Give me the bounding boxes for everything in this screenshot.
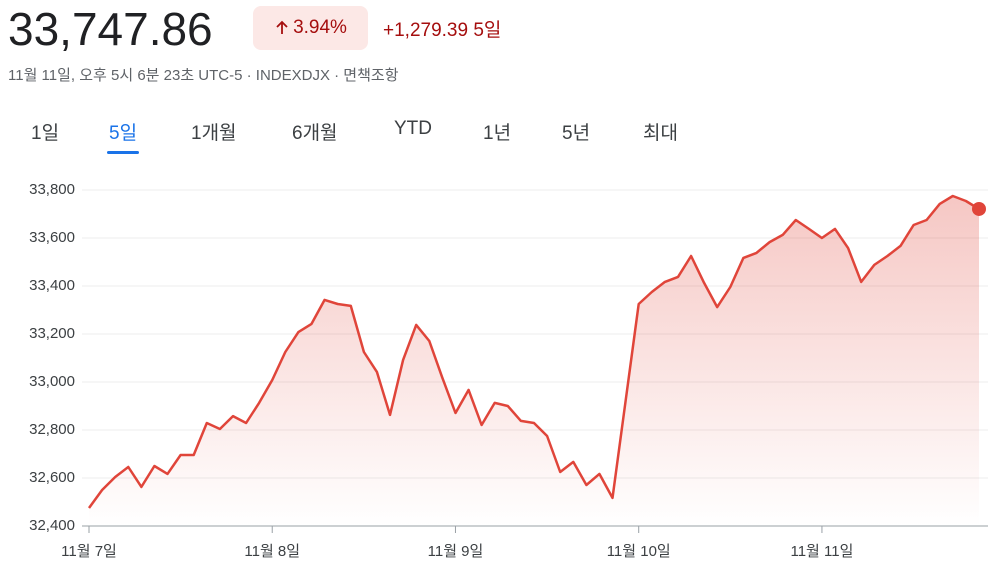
tab[interactable]: 5년: [562, 123, 591, 144]
change-percent-badge: 3.94%: [253, 6, 368, 50]
change-value: +1,279.39: [383, 20, 469, 41]
y-tick-label: 32,400: [29, 517, 75, 534]
last-point: [972, 201, 986, 216]
y-tick-label: 33,000: [29, 373, 75, 390]
x-tick-label: 11월 7일: [61, 543, 117, 560]
x-tick-label: 11월 10일: [607, 543, 671, 560]
y-tick-label: 33,600: [29, 229, 75, 246]
chart: 32,400 32,600 32,800 33,000 33,200 33,400 33,6…: [29, 181, 988, 560]
y-tick-label: 32,800: [29, 421, 75, 438]
tab[interactable]: YTD: [394, 118, 432, 139]
period: 5일: [473, 20, 502, 41]
up-arrow: [276, 20, 288, 34]
y-tick-label: 33,800: [29, 181, 75, 198]
change: +1,279.39 5일: [383, 15, 501, 42]
y-tick-label: 33,400: [29, 277, 75, 294]
y-tick-label: 33,200: [29, 325, 75, 342]
x-tick-label: 11월 8일: [244, 543, 300, 560]
line: [87, 194, 980, 509]
area: [89, 196, 979, 526]
x-tick-label: 11월 9일: [428, 543, 484, 560]
change-percent: 3.94%: [293, 17, 347, 38]
subtitle: 11월 11일, 오후 5시 6분 23초 UTC-5 · INDEXDJX ·…: [8, 67, 399, 84]
x-tick-label: 11월 11일: [790, 543, 853, 560]
tab[interactable]: 6개월: [292, 123, 338, 144]
tab[interactable]: 최대: [643, 123, 678, 144]
tab[interactable]: 1년: [483, 123, 512, 144]
tab[interactable]: 5일: [106, 118, 140, 154]
price: 33,747.86: [8, 3, 213, 55]
tab[interactable]: 1일: [31, 123, 60, 144]
tab[interactable]: 1개월: [191, 123, 237, 144]
y-tick-label: 32,600: [29, 469, 75, 486]
